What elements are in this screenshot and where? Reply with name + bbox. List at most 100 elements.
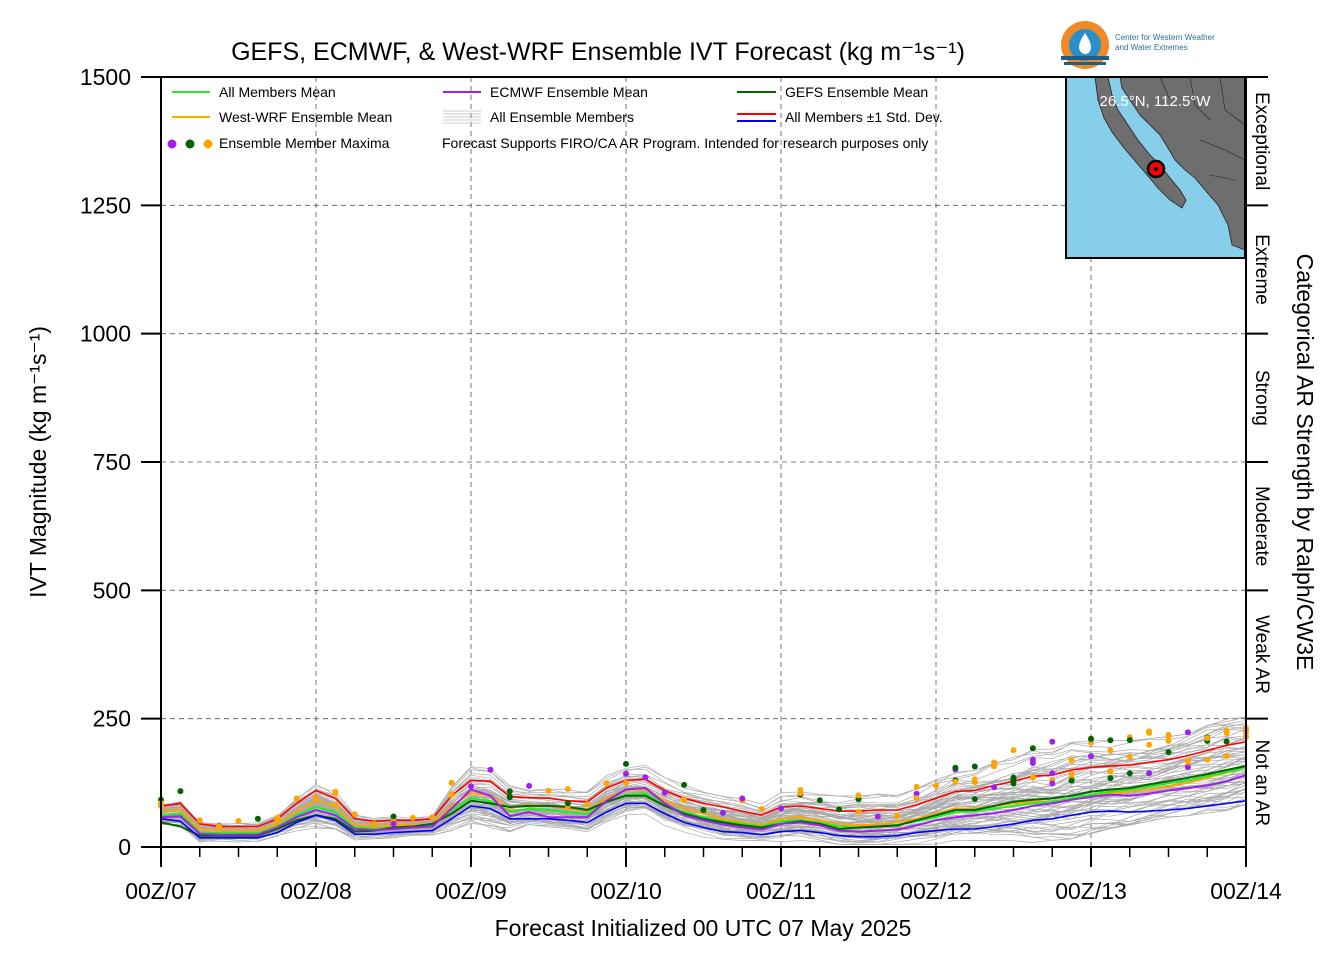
ensemble-member-line [160,716,1247,828]
y-tick-label: 1250 [80,192,131,218]
location-inset-map: 26.5°N, 112.5°W [1065,76,1246,259]
x-tick-label: 00Z/14 [1210,878,1282,904]
category-label: Not an AR [1251,740,1272,827]
member-maximum-dot [254,815,261,822]
cw3e-logo: Center for Western Weather and Water Ext… [1061,21,1215,69]
y-tick-label: 1500 [80,64,131,90]
ensemble-member-line [160,796,1247,845]
member-maximum-dot [855,792,862,799]
member-maximum-dot [991,763,998,770]
member-maximum-dot [1010,747,1017,754]
category-label: Strong [1251,370,1272,426]
category-label: Extreme [1251,234,1272,305]
member-maximum-dot [1029,774,1036,781]
member-maximum-dot [390,813,397,820]
member-maximum-dot [1049,738,1056,745]
member-maximum-dot [1107,737,1114,744]
member-maximum-dot [661,789,668,796]
member-maximum-dot [409,814,416,821]
member-maximum-dot [1049,780,1056,787]
member-maximum-dot [623,779,629,786]
member-maximum-dot [351,811,358,818]
chart-title: GEFS, ECMWF, & West-WRF Ensemble IVT For… [231,38,965,66]
member-maximum-dot [1146,741,1153,748]
member-maximum-dot [952,764,959,771]
series-line-all-members-1-std-dev- [160,741,1247,828]
member-maximum-dot [603,780,610,787]
member-maximum-dot [332,801,339,808]
ensemble-member-line [160,738,1247,826]
member-maximum-dot [390,820,397,827]
member-maximum-dot [1068,771,1075,777]
member-maximum-dot [564,786,571,792]
member-maximum-dot [1068,757,1075,764]
member-maximum-dot [681,797,688,804]
ensemble-member-maxima [158,725,1249,830]
x-axis-label: Forecast Initialized 00 UTC 07 May 2025 [495,915,912,941]
x-tick-label: 00Z/12 [900,878,972,904]
member-maximum-dot [971,796,978,802]
svg-text:Center for Western Weather: Center for Western Weather [1115,33,1215,42]
category-label: Weak AR [1251,615,1272,694]
y-axis-label: IVT Magnitude (kg m⁻¹s⁻¹) [25,326,51,598]
series-lines [160,741,1247,839]
member-maximum-dot [506,793,513,800]
svg-text:and Water Extremes: and Water Extremes [1115,43,1188,52]
member-maximum-dot [1126,753,1133,760]
disclaimer-note: Forecast Supports FIRO/CA AR Program. In… [442,135,928,151]
member-maximum-dot [1184,759,1191,765]
member-maximum-dot [487,766,494,773]
member-maximum-dot [1204,735,1211,742]
member-maximum-dot [1223,727,1230,734]
member-maximum-dot [642,774,649,781]
member-maximum-dot [371,820,378,827]
member-maximum-dot [913,783,920,790]
legend-ecmwf-mean: ECMWF Ensemble Mean [490,84,648,100]
member-maximum-dot [1204,756,1211,763]
member-maximum-dot [719,809,726,816]
member-maximum-dot [991,784,998,791]
member-maximum-dot [623,760,629,767]
legend-std-dev: All Members ±1 Std. Dev. [785,109,943,125]
member-maximum-dot [468,783,474,790]
member-maximum-dot [1029,760,1036,766]
grid-lines [161,77,1246,847]
member-maximum-dot [293,795,300,802]
x-tick-label: 00Z/08 [280,878,352,904]
member-maximum-dot [584,801,591,808]
member-maximum-dot [1165,737,1172,744]
legend-gefs-mean: GEFS Ensemble Mean [785,84,928,100]
member-maximum-dot [623,770,629,777]
series-line-all-members-1-std-dev- [160,800,1247,839]
member-maximum-dot [700,807,707,813]
location-coordinates: 26.5°N, 112.5°W [1100,93,1212,110]
ensemble-member-line [160,737,1247,830]
member-maximum-dot [913,790,920,797]
member-maximum-dot [1146,770,1153,777]
ensemble-member-lines [160,716,1247,845]
category-label: Moderate [1251,486,1272,566]
member-maximum-dot [1126,737,1133,744]
member-maximum-dot [274,818,281,825]
member-maximum-dot [429,814,436,821]
member-maximum-dot [235,818,242,824]
member-maximum-dot [758,806,765,812]
member-maximum-dot [177,788,184,795]
y-tick-label: 250 [93,706,131,732]
member-maximum-dot [1146,729,1153,736]
member-maximum-dot [448,779,455,786]
member-maximum-dot [545,787,552,794]
x-tick-label: 00Z/10 [590,878,662,904]
member-maximum-dot [1010,774,1017,781]
member-maximum-dot [526,782,533,789]
member-maximum-dot [855,808,862,815]
member-maximum-dot [1165,749,1172,756]
member-maximum-dot [836,806,843,813]
member-maximum-dot [913,795,920,802]
member-maximum-dot [797,786,804,793]
member-maximum-dot [681,781,688,788]
member-maximum-dot [952,778,959,785]
member-maximum-dot [739,795,746,802]
member-maximum-dot [778,805,784,812]
